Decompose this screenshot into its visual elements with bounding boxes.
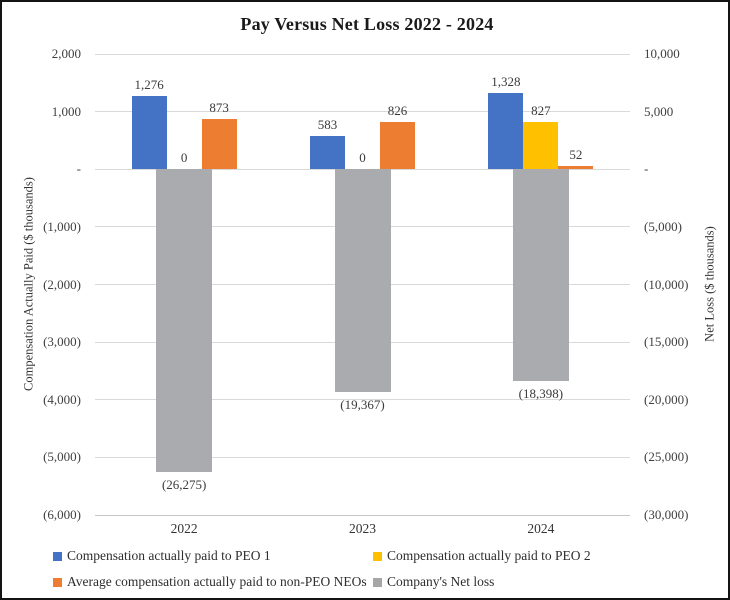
bar-value-label: (19,367) [340,397,385,413]
right-axis-tick-label: (15,000) [644,334,689,350]
legend-item-peo2: Compensation actually paid to PEO 2 [373,548,591,564]
bar-non_peo-2022 [201,118,237,170]
right-axis-tick-label: 10,000 [644,46,680,61]
gridline [95,399,630,401]
bar-value-label: 1,276 [134,76,164,92]
legend-label: Average compensation actually paid to no… [67,574,367,589]
right-axis-tick-label: (10,000) [644,276,689,292]
category-label-2024: 2024 [527,521,555,536]
bar-value-label: 0 [180,150,188,166]
peo1-legend-swatch-icon [53,551,62,561]
bar-value-label: 583 [317,116,338,132]
legend-label: Company's Net loss [387,574,495,589]
bar-value-label: 52 [569,147,583,163]
gridline [95,111,630,113]
right-axis-tick-label: - [644,161,649,177]
left-axis-tick-label: (1,000) [43,218,81,234]
legend-label: Compensation actually paid to PEO 1 [67,548,271,563]
legend-item-net-loss: Company's Net loss [373,574,494,590]
chart-title: Pay Versus Net Loss 2022 - 2024 [240,14,494,34]
bar-peo1-2022 [131,95,167,170]
peo2-legend-swatch-icon [373,551,382,561]
legend-item-peo1: Compensation actually paid to PEO 1 [53,548,271,564]
legend-label: Compensation actually paid to PEO 2 [387,548,591,563]
gridline [95,53,630,55]
bar-value-label: 873 [209,99,229,115]
left-axis-tick-label: (6,000) [43,507,81,522]
bar-net_loss-2024 [512,169,569,382]
bar-non_peo-2023 [380,121,415,170]
gridline [95,456,630,458]
category-label-2022: 2022 [170,521,198,536]
bar-value-label: 826 [387,102,408,118]
bar-peo1-2023 [310,135,345,170]
category-label-2023: 2023 [349,521,376,536]
bar-net_loss-2023 [334,169,391,393]
left-axis-tick-label: 1,000 [51,103,81,119]
non-peo-legend-swatch-icon [53,577,62,587]
net-loss-legend-swatch-icon [373,577,382,587]
right-axis-tick-label: 5,000 [644,103,674,119]
gridline [95,514,630,516]
right-axis-tick-label: (5,000) [644,218,682,234]
left-axis-tick-label: (3,000) [43,334,81,350]
bar-value-label: 1,328 [491,73,521,89]
bar-non_peo-2024 [558,166,594,170]
left-axis-tick-label: (4,000) [43,391,81,407]
bar-peo2-2024 [523,121,559,170]
bar-peo1-2024 [488,92,524,170]
right-axis-tick-label: (20,000) [644,391,689,407]
legend-item-non-peo: Average compensation actually paid to no… [53,574,367,590]
right-axis-tick-label: (30,000) [644,507,689,522]
right-axis-tick-label: (25,000) [644,449,689,465]
left-axis-tick-label: (5,000) [43,449,81,465]
bar-value-label: 827 [531,102,551,118]
bar-value-label: 0 [359,150,366,166]
bar-value-label: (18,398) [518,386,564,402]
left-axis-tick-label: 2,000 [51,46,81,61]
left-axis-tick-label: (2,000) [43,276,81,292]
left-axis-tick-label: - [76,161,81,177]
bar-net_loss-2022 [156,169,213,473]
bar-value-label: (26,275) [161,477,207,493]
